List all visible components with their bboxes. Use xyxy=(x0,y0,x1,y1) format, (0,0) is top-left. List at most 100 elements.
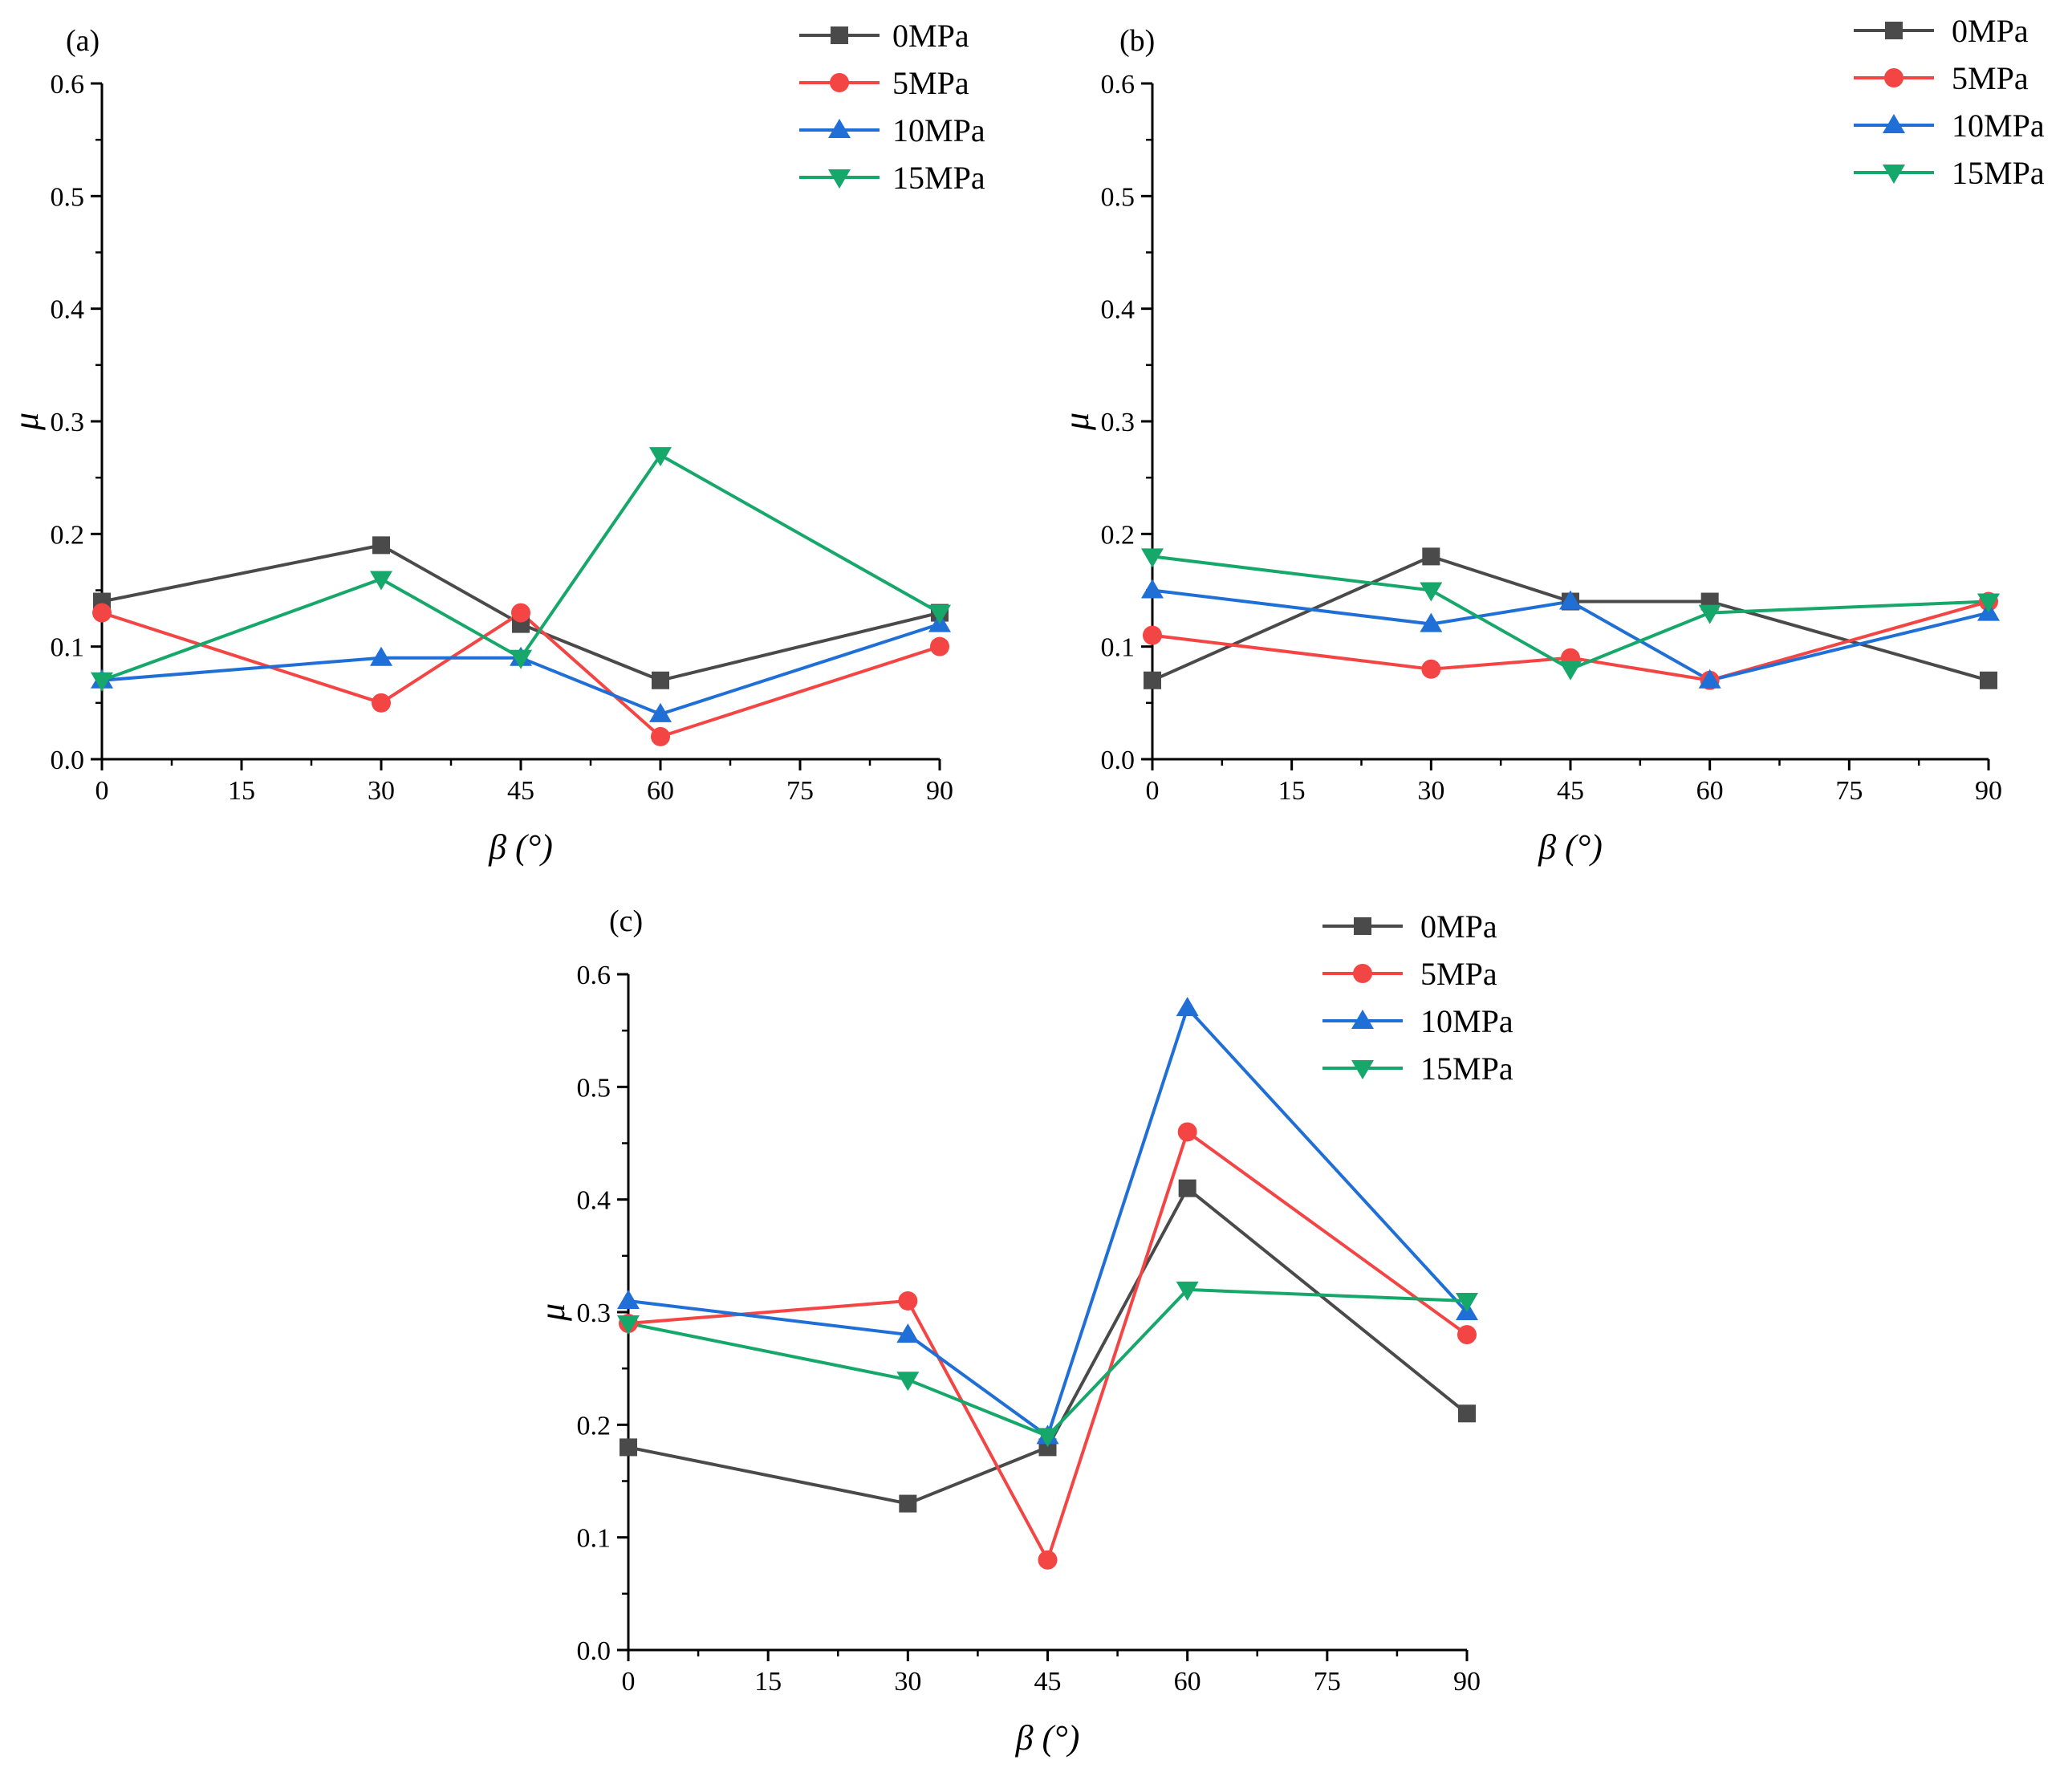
x-tick-label: 15 xyxy=(1278,776,1306,806)
data-point-5MPa xyxy=(1457,1325,1477,1345)
y-tick-label: 0.3 xyxy=(51,408,85,437)
data-point-10MPa xyxy=(1176,997,1199,1017)
data-point-0MPa xyxy=(1980,671,1997,689)
legend-label-15MPa: 15MPa xyxy=(1420,1051,1513,1087)
data-point-15MPa xyxy=(896,1372,920,1392)
y-axis-title: μ xyxy=(6,413,46,431)
y-tick-label: 0.4 xyxy=(1101,295,1136,325)
legend: 0MPa 5MPa 10MPa 15MPa xyxy=(1322,908,1513,1087)
data-point-15MPa xyxy=(1141,548,1164,568)
y-tick-label: 0.2 xyxy=(577,1411,611,1441)
data-point-15MPa xyxy=(617,1315,640,1335)
legend-marker-5MPa xyxy=(830,73,849,92)
x-tick-label: 0 xyxy=(1146,776,1160,806)
legend-marker-5MPa xyxy=(1353,964,1372,983)
data-point-5MPa xyxy=(372,693,391,713)
legend-marker-15MPa xyxy=(828,169,851,189)
y-tick-label: 0.5 xyxy=(1101,182,1136,212)
chart-panel-a: 0.0 0.1 0.2 0.3 0.4 0.5 0.6 0 15 30 45 60 75 90 β (°) μ… xyxy=(6,18,985,867)
data-point-0MPa xyxy=(1178,1179,1196,1197)
legend-marker-0MPa xyxy=(1354,917,1371,935)
data-point-0MPa xyxy=(620,1438,637,1457)
data-point-10MPa xyxy=(1559,590,1582,610)
data-point-15MPa xyxy=(370,571,392,591)
legend-label-0MPa: 0MPa xyxy=(892,18,969,54)
legend-marker-0MPa xyxy=(831,26,848,44)
legend-label-5MPa: 5MPa xyxy=(1952,60,2029,96)
data-point-5MPa xyxy=(1038,1550,1058,1570)
data-point-15MPa xyxy=(1176,1281,1199,1301)
legend-label-15MPa: 15MPa xyxy=(892,160,985,196)
data-point-0MPa xyxy=(652,671,669,689)
y-tick-label: 0.4 xyxy=(51,295,85,325)
x-tick-label: 75 xyxy=(1314,1667,1341,1697)
y-tick-label: 0.4 xyxy=(577,1186,611,1216)
y-tick-label: 0.1 xyxy=(1101,633,1136,663)
data-point-15MPa xyxy=(1698,604,1721,624)
data-point-15MPa xyxy=(1456,1292,1478,1312)
data-point-15MPa xyxy=(1977,593,2000,613)
data-point-5MPa xyxy=(1143,625,1162,645)
data-point-15MPa xyxy=(1420,582,1443,602)
legend-label-5MPa: 5MPa xyxy=(1420,956,1497,992)
y-tick-label: 0.3 xyxy=(577,1299,611,1328)
data-point-10MPa xyxy=(896,1323,920,1343)
legend-marker-15MPa xyxy=(1883,165,1905,184)
x-tick-label: 30 xyxy=(894,1667,921,1697)
data-point-10MPa xyxy=(370,646,392,666)
legend-marker-10MPa xyxy=(1351,1010,1374,1029)
x-tick-label: 60 xyxy=(1174,1667,1201,1697)
legend: 0MPa 5MPa 10MPa 15MPa xyxy=(799,18,985,196)
x-tick-label: 75 xyxy=(1835,776,1863,806)
x-tick-label: 30 xyxy=(368,776,395,806)
data-point-10MPa xyxy=(1698,669,1721,689)
y-tick-label: 0.1 xyxy=(577,1524,611,1554)
x-tick-label: 0 xyxy=(95,776,109,806)
legend-label-5MPa: 5MPa xyxy=(892,65,969,101)
legend: 0MPa 5MPa 10MPa 15MPa xyxy=(1854,13,2045,191)
legend-marker-10MPa xyxy=(1883,114,1905,133)
y-tick-label: 0.6 xyxy=(1101,70,1136,100)
x-tick-label: 45 xyxy=(1557,776,1584,806)
x-tick-label: 90 xyxy=(1975,776,2002,806)
y-tick-label: 0.6 xyxy=(51,70,85,100)
data-point-5MPa xyxy=(511,603,530,623)
x-axis-title: β (°) xyxy=(1015,1718,1080,1758)
legend-marker-15MPa xyxy=(1351,1060,1374,1079)
x-tick-label: 75 xyxy=(786,776,814,806)
y-tick-label: 0.5 xyxy=(577,1073,611,1103)
data-point-5MPa xyxy=(1421,659,1441,679)
y-axis-title: μ xyxy=(533,1303,572,1322)
data-point-0MPa xyxy=(1422,547,1440,566)
data-point-0MPa xyxy=(1458,1404,1476,1423)
data-point-0MPa xyxy=(372,536,390,555)
y-tick-label: 0.5 xyxy=(51,182,85,212)
x-axis-title: β (°) xyxy=(1538,827,1603,867)
legend-marker-10MPa xyxy=(828,119,851,138)
x-tick-label: 0 xyxy=(622,1667,636,1697)
data-point-15MPa xyxy=(91,672,113,692)
x-tick-label: 30 xyxy=(1417,776,1444,806)
x-tick-label: 60 xyxy=(1696,776,1724,806)
data-point-5MPa xyxy=(898,1290,918,1311)
data-point-10MPa xyxy=(1141,579,1164,599)
data-point-15MPa xyxy=(649,447,672,467)
panel-label: (b) xyxy=(1119,24,1155,58)
legend-label-10MPa: 10MPa xyxy=(892,112,985,148)
legend-label-10MPa: 10MPa xyxy=(1952,108,2045,144)
x-tick-label: 45 xyxy=(507,776,534,806)
y-tick-label: 0.0 xyxy=(577,1636,611,1666)
x-tick-label: 15 xyxy=(754,1667,782,1697)
y-tick-label: 0.6 xyxy=(577,961,611,990)
data-point-5MPa xyxy=(930,636,949,656)
data-point-10MPa xyxy=(1420,612,1443,632)
data-point-5MPa xyxy=(92,603,112,623)
data-point-10MPa xyxy=(649,702,672,722)
data-point-0MPa xyxy=(899,1494,917,1513)
x-axis-title: β (°) xyxy=(488,827,553,867)
data-point-5MPa xyxy=(1177,1122,1197,1142)
panel-label: (c) xyxy=(609,904,643,938)
y-tick-label: 0.0 xyxy=(51,746,85,775)
